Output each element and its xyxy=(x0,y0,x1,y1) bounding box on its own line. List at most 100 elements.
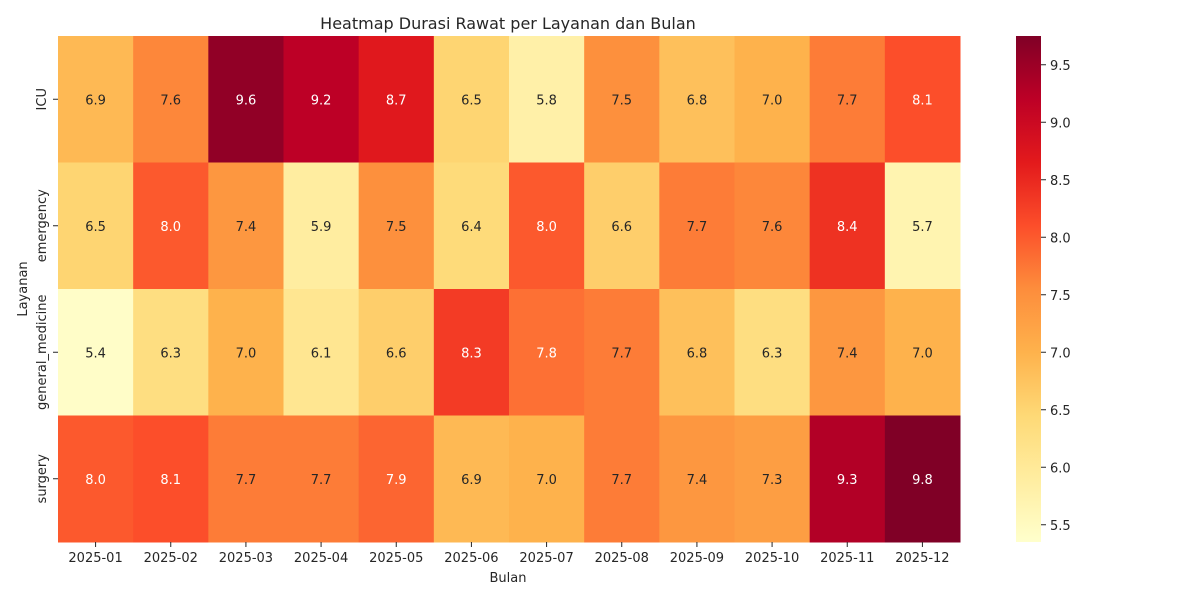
cell-value-label: 6.4 xyxy=(461,220,482,235)
cell-value-label: 6.9 xyxy=(461,473,482,488)
cell-value-label: 5.8 xyxy=(536,93,557,108)
heatmap-cell xyxy=(433,162,510,290)
x-tick-label: 2025-10 xyxy=(745,551,799,566)
heatmap-cell xyxy=(659,415,735,543)
heatmap-cell xyxy=(133,415,209,543)
x-tick-label: 2025-06 xyxy=(444,551,498,566)
cell-value-label: 7.7 xyxy=(687,220,708,235)
x-tick-label: 2025-08 xyxy=(595,551,649,566)
x-tick-label: 2025-09 xyxy=(670,551,724,566)
heatmap-cell xyxy=(358,289,435,416)
cell-value-label: 7.4 xyxy=(837,346,858,361)
heatmap-cell xyxy=(809,289,886,416)
cell-value-label: 7.7 xyxy=(311,473,332,488)
heatmap-cell xyxy=(509,415,585,543)
cell-value-label: 8.0 xyxy=(85,473,106,488)
heatmap-cell xyxy=(358,415,435,543)
x-tick-label: 2025-04 xyxy=(294,551,348,566)
cell-value-label: 9.3 xyxy=(837,473,858,488)
cell-value-label: 7.0 xyxy=(536,473,557,488)
cell-value-label: 7.6 xyxy=(160,93,181,108)
heatmap-cell xyxy=(884,289,961,416)
cell-value-label: 7.0 xyxy=(912,346,933,361)
cell-value-label: 8.4 xyxy=(837,220,858,235)
heatmap-cell xyxy=(884,415,961,543)
cell-value-label: 5.9 xyxy=(311,220,332,235)
chart-title: Heatmap Durasi Rawat per Layanan dan Bul… xyxy=(320,14,696,33)
cell-value-label: 7.0 xyxy=(236,346,257,361)
heatmap-cell xyxy=(433,289,510,416)
colorbar-tick-label: 8.0 xyxy=(1050,231,1071,246)
colorbar-tick-label: 9.5 xyxy=(1050,59,1071,74)
colorbar: 5.5 6.0 6.5 7.0 7.5 8.0 8.5 9.0 9.5 xyxy=(1016,36,1071,542)
cell-value-label: 8.7 xyxy=(386,93,407,108)
heatmap-cell xyxy=(809,36,886,163)
x-tick-label: 2025-12 xyxy=(895,551,949,566)
heatmap-cell xyxy=(659,36,735,163)
cell-value-label: 9.2 xyxy=(311,93,332,108)
cell-value-label: 7.0 xyxy=(762,93,783,108)
x-tick-label: 2025-05 xyxy=(369,551,423,566)
cell-value-label: 7.7 xyxy=(611,346,632,361)
heatmap-cell xyxy=(358,162,435,290)
cell-value-label: 7.4 xyxy=(236,220,257,235)
heatmap-cell xyxy=(58,36,134,163)
heatmap-cell xyxy=(58,289,134,416)
y-tick-label: general_medicine xyxy=(35,295,50,410)
heatmap-cell xyxy=(133,289,209,416)
cell-value-label: 6.8 xyxy=(687,93,708,108)
colorbar-bar xyxy=(1016,36,1041,542)
heatmap-cell xyxy=(133,162,209,290)
y-axis-label: Layanan xyxy=(16,261,31,316)
cell-value-label: 6.6 xyxy=(386,346,407,361)
y-tick-label: ICU xyxy=(35,88,50,110)
heatmap-cell xyxy=(809,415,886,543)
x-axis: 2025-01 2025-02 2025-03 2025-04 2025-05 2025-… xyxy=(68,542,950,566)
heatmap-cell xyxy=(734,162,811,290)
heatmap-cell xyxy=(584,415,660,543)
cell-value-label: 7.7 xyxy=(837,93,858,108)
heatmap-cell xyxy=(58,162,134,290)
heatmap-cell xyxy=(208,415,284,543)
cell-value-label: 9.6 xyxy=(236,93,257,108)
y-tick-label: surgery xyxy=(35,454,50,504)
heatmap-cell xyxy=(584,36,660,163)
cell-value-label: 6.1 xyxy=(311,346,332,361)
heatmap-cell xyxy=(509,162,585,290)
heatmap-cell xyxy=(133,36,209,163)
cell-value-label: 6.6 xyxy=(611,220,632,235)
x-tick-label: 2025-02 xyxy=(144,551,198,566)
cell-value-label: 7.4 xyxy=(687,473,708,488)
heatmap-cells: 6.9 7.6 9.6 9.2 8.7 6.5 5.8 7.5 6.8 7.0 7.7 8.1 6.5 8… xyxy=(58,36,961,543)
heatmap-cell xyxy=(884,162,961,290)
colorbar-tick-label: 6.0 xyxy=(1050,461,1071,476)
cell-value-label: 5.4 xyxy=(85,346,106,361)
heatmap-cell xyxy=(208,36,284,163)
cell-value-label: 8.1 xyxy=(912,93,933,108)
cell-value-label: 6.8 xyxy=(687,346,708,361)
heatmap-cell xyxy=(283,415,360,543)
cell-value-label: 7.8 xyxy=(536,346,557,361)
cell-value-label: 6.5 xyxy=(85,220,106,235)
cell-value-label: 5.7 xyxy=(912,220,933,235)
heatmap-cell xyxy=(433,36,510,163)
colorbar-tick-label: 6.5 xyxy=(1050,404,1071,419)
cell-value-label: 8.0 xyxy=(160,220,181,235)
heatmap-cell xyxy=(584,289,660,416)
heatmap-cell xyxy=(659,162,735,290)
heatmap-cell xyxy=(584,162,660,290)
x-tick-label: 2025-07 xyxy=(519,551,573,566)
heatmap-cell xyxy=(283,289,360,416)
colorbar-tick-label: 9.0 xyxy=(1050,116,1071,131)
x-axis-label: Bulan xyxy=(490,571,527,586)
heatmap-cell xyxy=(358,36,435,163)
cell-value-label: 6.5 xyxy=(461,93,482,108)
heatmap-cell xyxy=(734,36,811,163)
heatmap-cell xyxy=(884,36,961,163)
heatmap-cell xyxy=(433,415,510,543)
cell-value-label: 7.5 xyxy=(611,93,632,108)
cell-value-label: 7.5 xyxy=(386,220,407,235)
heatmap-cell xyxy=(208,289,284,416)
heatmap-cell xyxy=(58,415,134,543)
